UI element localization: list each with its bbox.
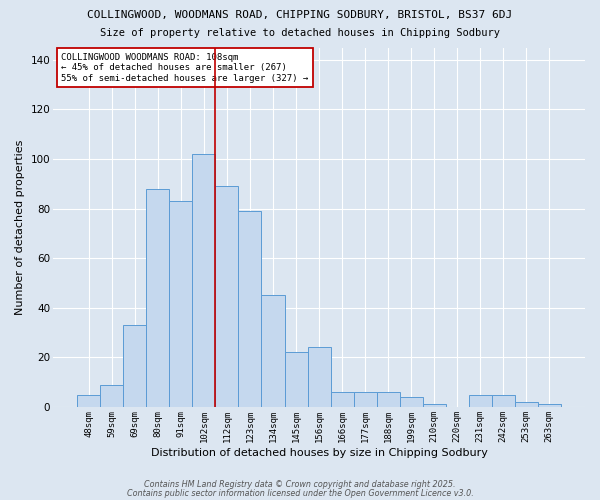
- Bar: [377, 392, 400, 407]
- Bar: [353, 392, 377, 407]
- Bar: [238, 211, 262, 407]
- Bar: [469, 394, 492, 407]
- Bar: [215, 186, 238, 407]
- Bar: [308, 348, 331, 407]
- Text: Contains HM Land Registry data © Crown copyright and database right 2025.: Contains HM Land Registry data © Crown c…: [144, 480, 456, 489]
- Bar: [193, 154, 215, 407]
- Bar: [100, 384, 124, 407]
- Bar: [77, 394, 100, 407]
- Bar: [400, 397, 422, 407]
- Text: COLLINGWOOD, WOODMANS ROAD, CHIPPING SODBURY, BRISTOL, BS37 6DJ: COLLINGWOOD, WOODMANS ROAD, CHIPPING SOD…: [88, 10, 512, 20]
- Y-axis label: Number of detached properties: Number of detached properties: [15, 140, 25, 315]
- Bar: [331, 392, 353, 407]
- Text: Contains public sector information licensed under the Open Government Licence v3: Contains public sector information licen…: [127, 488, 473, 498]
- Bar: [538, 404, 561, 407]
- Bar: [492, 394, 515, 407]
- Bar: [422, 404, 446, 407]
- Bar: [124, 325, 146, 407]
- Bar: [284, 352, 308, 407]
- X-axis label: Distribution of detached houses by size in Chipping Sodbury: Distribution of detached houses by size …: [151, 448, 487, 458]
- Bar: [515, 402, 538, 407]
- Text: Size of property relative to detached houses in Chipping Sodbury: Size of property relative to detached ho…: [100, 28, 500, 38]
- Bar: [262, 296, 284, 407]
- Bar: [146, 189, 169, 407]
- Text: COLLINGWOOD WOODMANS ROAD: 108sqm
← 45% of detached houses are smaller (267)
55%: COLLINGWOOD WOODMANS ROAD: 108sqm ← 45% …: [61, 53, 308, 82]
- Bar: [169, 201, 193, 407]
